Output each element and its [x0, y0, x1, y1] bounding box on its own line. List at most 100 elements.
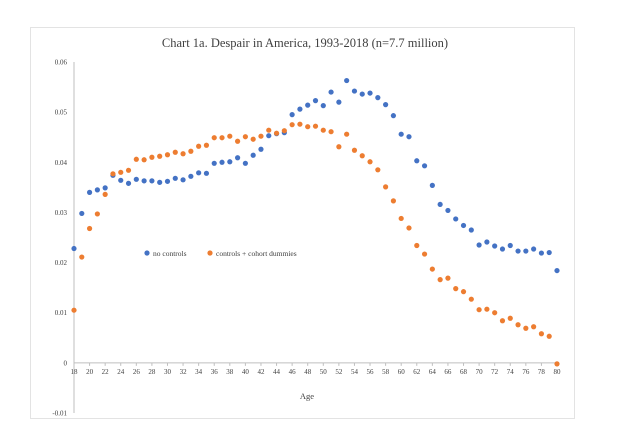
- controls-point: [234, 138, 241, 144]
- no-controls-point: [250, 152, 256, 158]
- x-tick-label: 72: [491, 368, 499, 376]
- no-controls-point: [164, 178, 171, 184]
- legend-label: controls + cohort dummies: [216, 249, 297, 258]
- x-tick-label: 26: [133, 368, 141, 376]
- legend-marker-no-controls: [144, 250, 150, 256]
- no-controls-point: [398, 131, 404, 137]
- controls-point: [476, 307, 482, 313]
- legend-marker-controls: [207, 250, 213, 256]
- no-controls-point: [258, 146, 264, 152]
- controls-point: [538, 331, 545, 337]
- no-controls-point: [484, 239, 490, 245]
- controls-point: [390, 198, 397, 204]
- controls-point: [281, 128, 287, 134]
- no-controls-point: [312, 98, 319, 104]
- no-controls-point: [359, 91, 365, 97]
- no-controls-point: [188, 173, 194, 179]
- controls-point: [110, 171, 116, 177]
- controls-point: [383, 184, 389, 190]
- controls-point: [414, 242, 420, 249]
- no-controls-point: [133, 176, 139, 182]
- no-controls-point: [266, 133, 272, 139]
- y-tick-label: 0.02: [55, 259, 68, 267]
- controls-point: [507, 315, 513, 321]
- x-tick-label: 58: [382, 368, 390, 376]
- no-controls-point: [328, 89, 334, 95]
- controls-point: [375, 167, 381, 173]
- no-controls-point: [211, 160, 217, 166]
- no-controls-point: [390, 113, 397, 119]
- no-controls-point: [421, 163, 428, 169]
- controls-point: [523, 325, 529, 331]
- controls-point: [196, 143, 202, 149]
- x-tick-label: 28: [148, 368, 156, 376]
- controls-point: [157, 153, 163, 159]
- y-tick-label: 0: [64, 359, 68, 367]
- controls-point: [94, 211, 100, 217]
- x-tick-label: 24: [117, 368, 125, 376]
- controls-point: [351, 147, 358, 153]
- controls-point: [305, 124, 311, 130]
- y-tick-label: 0.04: [55, 159, 68, 167]
- no-controls-point: [297, 106, 303, 112]
- y-tick-label: -0.01: [52, 410, 67, 418]
- controls-point: [554, 361, 560, 367]
- controls-point: [172, 149, 178, 155]
- no-controls-point: [141, 178, 147, 184]
- x-tick-label: 54: [351, 368, 359, 376]
- no-controls-point: [476, 242, 482, 248]
- controls-point: [297, 121, 303, 127]
- controls-point: [149, 154, 155, 160]
- controls-point: [118, 169, 124, 175]
- controls-point: [164, 152, 171, 158]
- x-axis-ticks: 1820222426283032343638404244464850525456…: [71, 362, 561, 376]
- controls-point: [344, 131, 350, 137]
- controls-point: [266, 127, 272, 133]
- controls-point: [531, 324, 537, 330]
- x-tick-label: 78: [538, 368, 546, 376]
- controls-point: [133, 156, 139, 162]
- controls-point: [429, 266, 435, 272]
- no-controls-point: [102, 185, 108, 191]
- no-controls-point: [289, 112, 295, 118]
- controls-point: [188, 148, 194, 154]
- y-tick-label: 0.03: [55, 209, 68, 217]
- legend: no controls controls + cohort dummies: [144, 249, 297, 258]
- x-tick-label: 62: [413, 368, 421, 376]
- x-tick-label: 70: [476, 368, 484, 376]
- controls-point: [328, 129, 334, 135]
- no-controls-point: [468, 227, 474, 233]
- controls-point: [320, 127, 326, 133]
- no-controls-point: [79, 210, 85, 217]
- legend-label: no controls: [153, 249, 187, 258]
- no-controls-point: [414, 158, 420, 164]
- no-controls-point: [118, 177, 124, 183]
- y-tick-label: 0.01: [55, 309, 68, 317]
- controls-point: [445, 275, 451, 281]
- controls-point: [250, 136, 256, 142]
- x-tick-label: 64: [429, 368, 437, 376]
- no-controls-point: [305, 102, 311, 108]
- controls-point: [86, 225, 93, 232]
- x-tick-label: 22: [102, 368, 110, 376]
- y-tick-label: 0.05: [55, 109, 68, 117]
- no-controls-point: [507, 242, 513, 249]
- controls-point: [406, 225, 412, 231]
- data-points: [71, 77, 560, 367]
- no-controls-point: [492, 243, 498, 249]
- no-controls-point: [554, 267, 560, 274]
- controls-point: [219, 135, 225, 141]
- no-controls-point: [375, 95, 381, 101]
- controls-point: [468, 296, 474, 302]
- controls-point: [421, 251, 428, 257]
- x-tick-label: 42: [257, 368, 265, 376]
- x-tick-label: 48: [304, 368, 312, 376]
- no-controls-point: [445, 207, 451, 214]
- controls-point: [141, 157, 147, 163]
- controls-point: [227, 133, 233, 139]
- chart-title: Chart 1a. Despair in America, 1993-2018 …: [162, 36, 448, 50]
- x-tick-label: 50: [320, 368, 328, 376]
- controls-point: [515, 322, 521, 328]
- no-controls-point: [515, 248, 521, 254]
